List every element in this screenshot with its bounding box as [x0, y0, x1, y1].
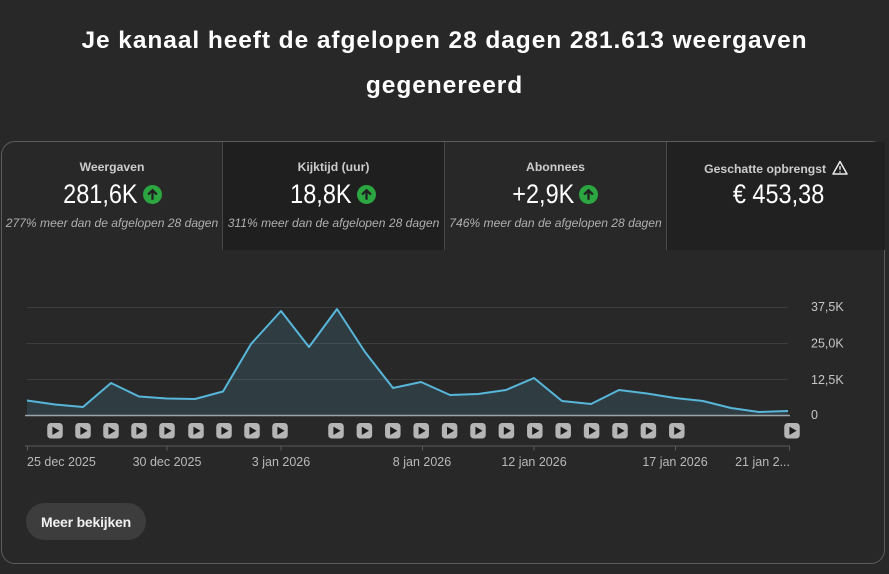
svg-text:17 jan 2026: 17 jan 2026 [642, 455, 707, 469]
svg-text:0: 0 [811, 408, 818, 422]
svg-text:21 jan 2...: 21 jan 2... [735, 455, 790, 469]
svg-text:12,5K: 12,5K [811, 373, 844, 387]
svg-text:3 jan 2026: 3 jan 2026 [252, 455, 310, 469]
svg-text:8 jan 2026: 8 jan 2026 [393, 455, 451, 469]
svg-text:37,5K: 37,5K [811, 300, 844, 314]
svg-text:25,0K: 25,0K [811, 337, 844, 351]
svg-text:30 dec 2025: 30 dec 2025 [133, 455, 202, 469]
svg-text:12 jan 2026: 12 jan 2026 [501, 455, 566, 469]
svg-text:25 dec 2025: 25 dec 2025 [27, 455, 96, 469]
